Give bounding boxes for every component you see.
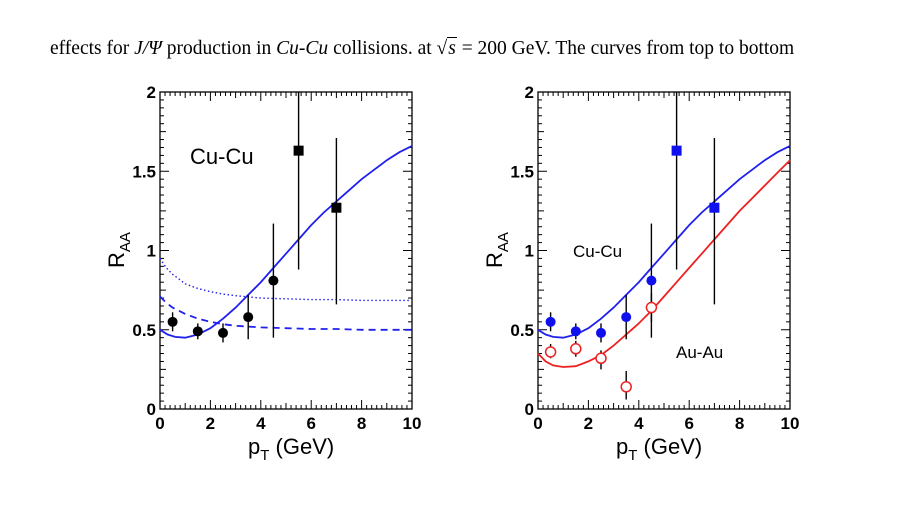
right-curves bbox=[537, 145, 791, 368]
right-chart-panel: 0 2 4 6 8 10 0 0.5 1 1.5 2 Cu-Cu Au-Au pT (GeV) RA… bbox=[482, 83, 799, 464]
y-tick-label: 2 bbox=[525, 83, 534, 102]
y-tick-label: 1 bbox=[525, 242, 534, 261]
y-tick-label: 0.5 bbox=[132, 321, 156, 340]
curve-solid-0 bbox=[537, 145, 791, 339]
x-tick-label: 2 bbox=[206, 414, 215, 433]
data-point-square bbox=[709, 202, 720, 213]
left-points bbox=[167, 92, 342, 343]
caption-text-2: production in bbox=[161, 38, 277, 59]
data-point-square bbox=[331, 202, 342, 213]
left-yaxis-title: RAA bbox=[104, 232, 134, 268]
y-tick-label: 0.5 bbox=[510, 321, 534, 340]
data-point-open bbox=[544, 346, 557, 358]
x-tick-label: 6 bbox=[684, 414, 693, 433]
caption-text-3: collisions. at bbox=[328, 38, 437, 59]
x-tick-label: 4 bbox=[634, 414, 644, 433]
data-point-open bbox=[620, 381, 632, 393]
data-point bbox=[167, 316, 178, 327]
caption-sqrt: √s bbox=[436, 37, 457, 59]
x-tick-label: 10 bbox=[403, 414, 422, 433]
data-point-open bbox=[570, 343, 582, 355]
y-tick-label: 0 bbox=[147, 400, 156, 419]
data-point-square bbox=[293, 145, 304, 156]
y-tick-label: 2 bbox=[147, 83, 156, 102]
curve-solid-1 bbox=[537, 159, 791, 368]
data-point bbox=[243, 312, 254, 323]
y-tick-label: 1 bbox=[147, 242, 156, 261]
data-point-square bbox=[671, 145, 682, 156]
curve-solid-0 bbox=[159, 145, 413, 339]
right-ticks: 0 2 4 6 8 10 0 0.5 1 1.5 2 bbox=[510, 83, 799, 433]
x-tick-label: 6 bbox=[306, 414, 315, 433]
left-curves bbox=[159, 145, 413, 339]
figure-caption: effects for J/Ψ production in Cu-Cu coll… bbox=[50, 37, 890, 60]
caption-sqrt-arg: s bbox=[447, 37, 457, 59]
caption-text-1: effects for bbox=[50, 38, 135, 59]
curve-dotted-1 bbox=[159, 258, 412, 302]
data-point bbox=[545, 316, 556, 327]
data-point bbox=[621, 312, 632, 323]
right-annotation-cucu: Cu-Cu bbox=[573, 242, 622, 261]
data-point bbox=[192, 326, 203, 337]
data-point bbox=[570, 326, 581, 337]
left-chart-panel: 0 2 4 6 8 10 0 0.5 1 1.5 2 Cu-Cu pT (GeV) RAA bbox=[104, 83, 421, 464]
right-annotation-auau: Au-Au bbox=[676, 343, 723, 362]
caption-cucu: Cu-Cu bbox=[276, 38, 329, 59]
caption-text-4: = 200 GeV. The curves from top to bottom bbox=[456, 38, 795, 59]
right-yaxis-title: RAA bbox=[482, 232, 512, 268]
x-tick-label: 4 bbox=[256, 414, 266, 433]
left-annotation-cucu: Cu-Cu bbox=[190, 144, 254, 169]
data-point-open bbox=[595, 352, 607, 365]
data-point bbox=[268, 275, 279, 286]
data-point bbox=[596, 327, 606, 338]
x-tick-label: 8 bbox=[357, 414, 366, 433]
caption-jpsi: J/Ψ bbox=[134, 38, 162, 59]
right-points bbox=[544, 92, 720, 400]
y-tick-label: 1.5 bbox=[132, 162, 156, 181]
x-tick-label: 0 bbox=[155, 414, 164, 433]
y-tick-label: 1.5 bbox=[510, 162, 534, 181]
data-point-open bbox=[645, 301, 658, 314]
y-tick-label: 0 bbox=[525, 400, 534, 419]
data-point bbox=[218, 327, 228, 338]
left-plot-frame bbox=[159, 91, 413, 410]
x-tick-label: 2 bbox=[584, 414, 593, 433]
x-tick-label: 8 bbox=[735, 414, 744, 433]
x-tick-label: 0 bbox=[533, 414, 542, 433]
left-xaxis-title: pT (GeV) bbox=[248, 434, 334, 464]
right-xaxis-title: pT (GeV) bbox=[616, 434, 702, 464]
left-ticks: 0 2 4 6 8 10 0 0.5 1 1.5 2 bbox=[132, 83, 421, 433]
x-tick-label: 10 bbox=[781, 414, 800, 433]
data-point bbox=[646, 275, 657, 286]
